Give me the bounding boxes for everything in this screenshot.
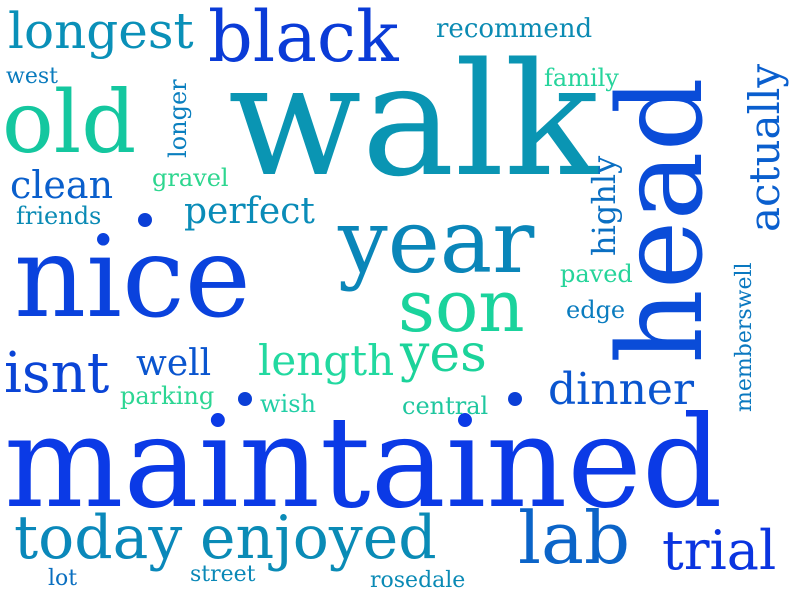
- word-rosedale: rosedale: [370, 568, 466, 593]
- word-paved: paved: [560, 260, 633, 288]
- word-wish: wish: [260, 390, 316, 418]
- word-black: black: [208, 0, 399, 78]
- dot-1: [138, 213, 152, 227]
- word-west: west: [6, 64, 58, 89]
- word-trial: trial: [662, 519, 777, 582]
- dot-2: [238, 392, 252, 406]
- word-today: today: [14, 503, 183, 573]
- word-friends: friends: [16, 202, 102, 230]
- word-lab: lab: [518, 496, 631, 580]
- word-yes: yes: [400, 324, 487, 384]
- word-son: son: [398, 264, 525, 348]
- word-edge: edge: [566, 296, 626, 324]
- word-clean: clean: [10, 163, 114, 207]
- word-maintained: maintained: [4, 389, 723, 536]
- word-isnt: isnt: [4, 341, 110, 406]
- word-longest: longest: [8, 2, 194, 60]
- word-perfect: perfect: [184, 191, 315, 232]
- word-gravel: gravel: [152, 164, 229, 192]
- dot-3: [508, 392, 522, 406]
- word-family: family: [544, 64, 619, 92]
- word-parking: parking: [120, 382, 215, 410]
- word-central: central: [402, 392, 489, 420]
- word-street: street: [190, 562, 256, 587]
- word-enjoyed: enjoyed: [200, 503, 437, 573]
- word-year: year: [338, 190, 535, 293]
- word-actually: actually: [740, 63, 789, 232]
- word-length: length: [258, 336, 395, 385]
- word-memberswell: memberswell: [732, 262, 757, 412]
- word-well: well: [136, 343, 212, 384]
- word-dinner: dinner: [548, 364, 694, 415]
- word-nice: nice: [14, 213, 251, 343]
- word-lot: lot: [48, 566, 78, 591]
- word-highly: highly: [585, 155, 623, 256]
- word-recommend: recommend: [436, 14, 593, 44]
- word-longer: longer: [164, 79, 192, 158]
- word-old: old: [2, 73, 137, 173]
- word-walk: walk: [228, 29, 599, 211]
